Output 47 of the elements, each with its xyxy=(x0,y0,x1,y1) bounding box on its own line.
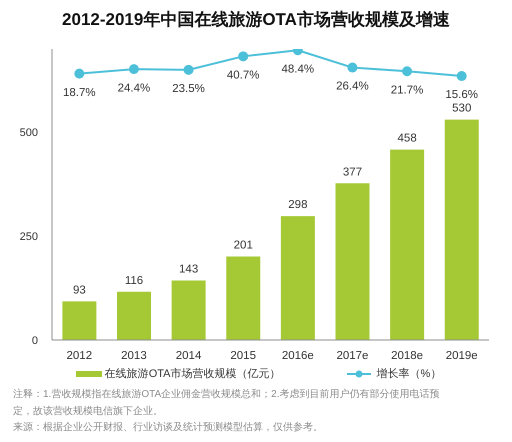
data-label: 116 xyxy=(124,274,144,287)
data-label: 21.7% xyxy=(390,84,424,96)
data-label: 15.6% xyxy=(445,89,478,102)
bar xyxy=(62,301,96,340)
data-label: 26.4% xyxy=(336,80,369,93)
text: 注释：1.营收规模指在线旅游OTA企业佣金营收规模总和；2.考虑到目前用户仍有部分使用电话预定，故该营收规模电信旗下企业。 xyxy=(13,388,440,418)
data-label: 377 xyxy=(342,166,362,178)
y-tick-label: 500 xyxy=(20,127,38,140)
point xyxy=(128,64,139,74)
data-label: 40.7% xyxy=(226,69,260,82)
bar xyxy=(172,280,206,340)
point xyxy=(74,68,84,79)
bar xyxy=(117,292,152,340)
data-label: 143 xyxy=(179,264,198,276)
bar xyxy=(280,216,315,340)
point xyxy=(456,71,467,82)
data-label: 458 xyxy=(398,132,417,145)
legend-label: 在线旅游OTA市场营收规模（亿元） xyxy=(104,366,280,381)
point xyxy=(184,64,194,75)
bar xyxy=(444,120,479,340)
y-tick-label: 250 xyxy=(20,230,38,243)
point xyxy=(238,51,248,62)
x-tick-label: 2017e xyxy=(336,350,368,362)
x-tick-label: 2018e xyxy=(391,350,424,362)
data-label: 201 xyxy=(234,239,253,252)
data-label: 530 xyxy=(452,102,472,115)
data-label: 93 xyxy=(72,284,86,296)
point xyxy=(402,66,412,76)
data-label: 298 xyxy=(288,199,308,212)
data-label: 23.5% xyxy=(172,83,205,96)
source-note: 来源：根据企业公开财报、行业访谈及统计预测模型估算，仅供参考。 xyxy=(13,420,324,435)
data-label: 24.4% xyxy=(118,82,150,94)
data-label: 48.4% xyxy=(282,63,314,76)
x-tick-label: 2015 xyxy=(230,350,256,362)
y-tick-label: 0 xyxy=(32,334,38,347)
x-tick-label: 2019e xyxy=(446,350,478,362)
data-label: 18.7% xyxy=(63,86,96,99)
x-tick-label: 2012 xyxy=(66,350,92,362)
x-tick-label: 2016e xyxy=(282,350,314,362)
bar xyxy=(226,256,260,340)
x-tick-label: 2013 xyxy=(121,350,147,362)
bar xyxy=(390,150,424,340)
bar xyxy=(336,183,370,340)
x-tick-label: 2014 xyxy=(176,350,202,362)
point xyxy=(347,62,358,73)
legend-label: 增长率（%） xyxy=(376,366,442,381)
chart-title: 2012-2019年中国在线旅游OTA市场营收规模及增速 xyxy=(61,9,451,31)
